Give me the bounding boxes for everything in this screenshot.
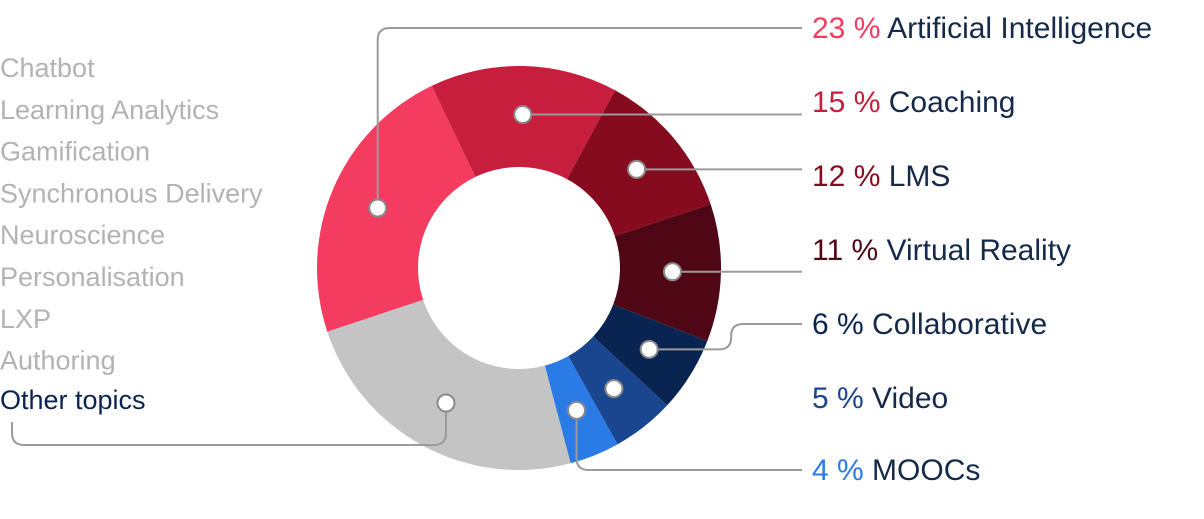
label-name: Artificial Intelligence xyxy=(887,12,1152,45)
marker-coaching xyxy=(513,105,533,125)
marker-virtual-reality xyxy=(662,262,682,282)
label-value: 5 % xyxy=(812,382,872,415)
label-lms: 12 % LMS xyxy=(812,160,950,193)
marker-lms xyxy=(627,159,647,179)
marker-moocs xyxy=(567,400,587,420)
label-coaching: 15 % Coaching xyxy=(812,86,1015,119)
label-collaborative: 6 % Collaborative xyxy=(812,308,1047,341)
slice-artificial-intelligence xyxy=(317,85,476,332)
label-value: 11 % xyxy=(812,234,887,267)
label-virtual-reality: 11 % Virtual Reality xyxy=(812,234,1071,267)
leader-line-moocs xyxy=(575,410,802,471)
other-topic-learning-analytics: Learning Analytics xyxy=(0,95,219,125)
label-name: Collaborative xyxy=(872,308,1047,341)
leader-line-artificial-intelligence xyxy=(376,27,802,209)
label-name: LMS xyxy=(889,160,951,193)
label-value: 4 % xyxy=(812,454,872,487)
label-value: 15 % xyxy=(812,86,889,119)
label-moocs: 4 % MOOCs xyxy=(812,454,980,487)
marker-video xyxy=(604,379,624,399)
leader-line-other-topics xyxy=(11,403,447,447)
label-value: 12 % xyxy=(812,160,889,193)
label-name: Virtual Reality xyxy=(887,234,1072,267)
marker-other-topics xyxy=(436,393,456,413)
leader-line-collaborative xyxy=(649,323,802,351)
other-topic-synchronous-delivery: Synchronous Delivery xyxy=(0,178,263,208)
label-value: 23 % xyxy=(812,12,887,45)
other-topic-neuroscience: Neuroscience xyxy=(0,220,165,250)
other-topic-lxp: LXP xyxy=(0,304,51,334)
label-name: Video xyxy=(872,382,948,415)
other-topic-chatbot: Chatbot xyxy=(0,53,95,83)
marker-collaborative xyxy=(639,339,659,359)
other-topic-authoring: Authoring xyxy=(0,346,116,376)
other-topic-personalisation: Personalisation xyxy=(0,262,185,292)
label-video: 5 % Video xyxy=(812,382,948,415)
label-other-topics: Other topics xyxy=(0,385,146,415)
slice-other-topics xyxy=(327,299,571,470)
label-name: Coaching xyxy=(889,86,1016,119)
label-artificial-intelligence: 23 % Artificial Intelligence xyxy=(812,12,1152,45)
other-topic-gamification: Gamification xyxy=(0,137,150,167)
marker-artificial-intelligence xyxy=(368,198,388,218)
label-value: 6 % xyxy=(812,308,872,341)
label-name: MOOCs xyxy=(872,454,980,487)
